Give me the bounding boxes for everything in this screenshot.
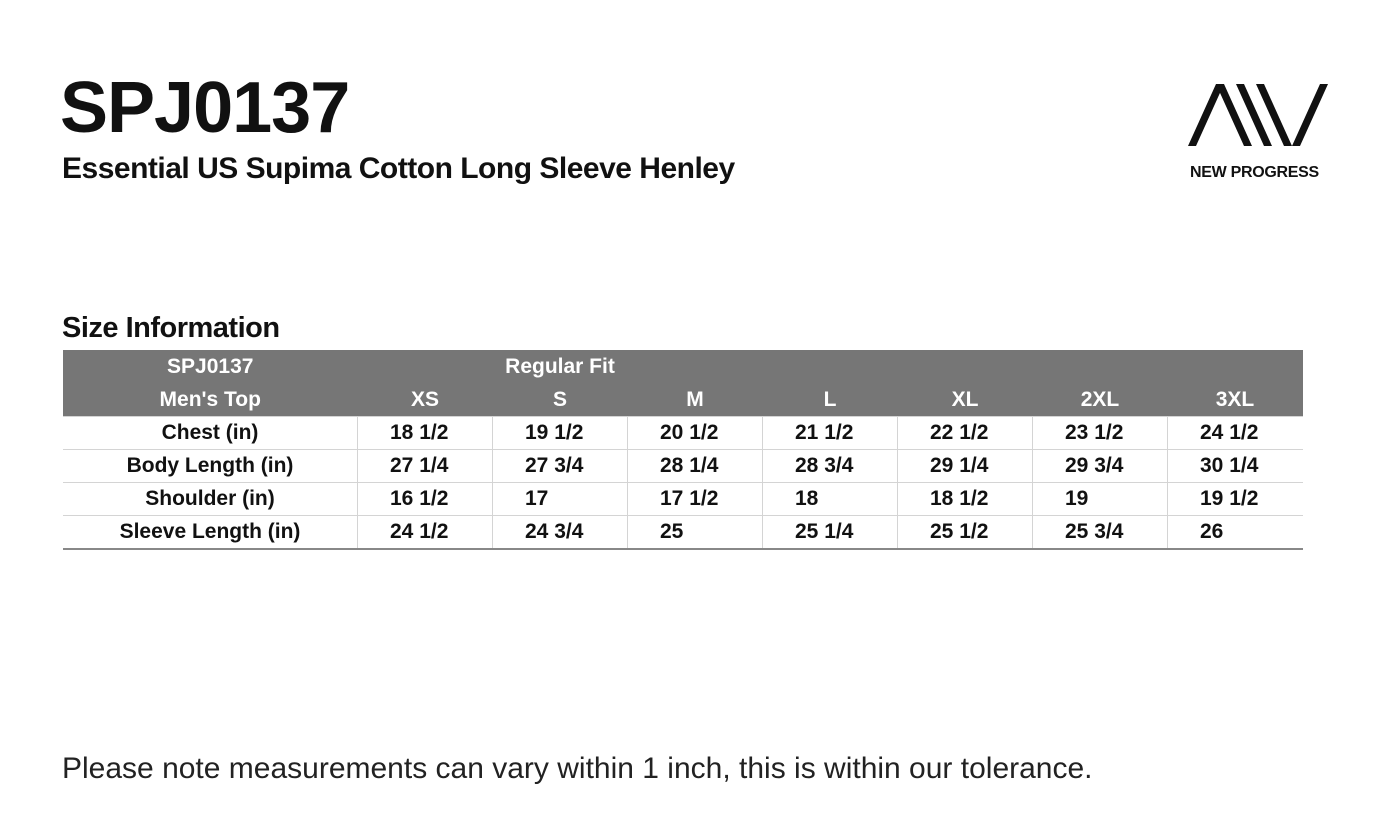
measurement-label: Shoulder (in) [63,482,358,516]
measurement-value: 22 1/2 [897,416,1033,450]
measurement-value: 16 1/2 [357,482,493,516]
measurement-value: 18 1/2 [357,416,493,450]
aiv-logo-icon [1188,84,1328,146]
measurement-value: 27 1/4 [357,449,493,483]
product-code: SPJ0137 [60,68,350,148]
measurement-value: 29 1/4 [897,449,1033,483]
table-header-cell: Men's Top [63,383,358,417]
table-row: Sleeve Length (in) 24 1/2 24 3/4 25 25 1/4 25… [63,515,1303,550]
product-name: Essential US Supima Cotton Long Sleeve H… [62,152,735,185]
table-header-cell: Regular Fit [492,350,628,383]
table-header-cell: SPJ0137 [63,350,358,383]
measurement-value: 29 3/4 [1032,449,1168,483]
table-header-cell: S [492,383,628,417]
table-header-cell: XS [357,383,493,417]
table-row: Body Length (in) 27 1/4 27 3/4 28 1/4 28 3/4… [63,449,1303,483]
table-header-cell [897,350,1033,383]
table-header-cell [1167,350,1303,383]
table-row: Chest (in) 18 1/2 19 1/2 20 1/2 21 1/2 22 1/2… [63,416,1303,450]
tolerance-note: Please note measurements can vary within… [62,752,1093,785]
measurement-value: 26 [1167,515,1303,550]
measurement-value: 18 [762,482,898,516]
table-header-row: SPJ0137 Regular Fit [63,350,1303,383]
table-header-cell: 2XL [1032,383,1168,417]
table-header-cell [357,350,493,383]
measurement-value: 19 [1032,482,1168,516]
measurement-value: 27 3/4 [492,449,628,483]
table-header-row: Men's Top XS S M L XL 2XL 3XL [63,383,1303,417]
measurement-label: Body Length (in) [63,449,358,483]
measurement-value: 25 1/4 [762,515,898,550]
table-header-cell: L [762,383,898,417]
table-header-cell: XL [897,383,1033,417]
measurement-value: 19 1/2 [492,416,628,450]
measurement-value: 25 [627,515,763,550]
measurement-value: 17 1/2 [627,482,763,516]
measurement-value: 20 1/2 [627,416,763,450]
measurement-value: 17 [492,482,628,516]
table-header-cell [762,350,898,383]
table-header-cell: M [627,383,763,417]
brand-name: NEW PROGRESS [1190,164,1319,181]
measurement-value: 24 3/4 [492,515,628,550]
size-table: SPJ0137 Regular Fit Men's Top XS S M L XL 2XL 3XL… [63,350,1303,550]
measurement-label: Chest (in) [63,416,358,450]
measurement-value: 19 1/2 [1167,482,1303,516]
table-header-cell: 3XL [1167,383,1303,417]
measurement-label: Sleeve Length (in) [63,515,358,550]
measurement-value: 28 1/4 [627,449,763,483]
measurement-value: 30 1/4 [1167,449,1303,483]
measurement-value: 21 1/2 [762,416,898,450]
measurement-value: 28 3/4 [762,449,898,483]
measurement-value: 24 1/2 [357,515,493,550]
measurement-value: 25 1/2 [897,515,1033,550]
section-title: Size Information [62,312,280,344]
table-header-cell [1032,350,1168,383]
table-header-cell [627,350,763,383]
measurement-value: 25 3/4 [1032,515,1168,550]
table-row: Shoulder (in) 16 1/2 17 17 1/2 18 18 1/2 19 19 … [63,482,1303,516]
measurement-value: 23 1/2 [1032,416,1168,450]
measurement-value: 18 1/2 [897,482,1033,516]
measurement-value: 24 1/2 [1167,416,1303,450]
